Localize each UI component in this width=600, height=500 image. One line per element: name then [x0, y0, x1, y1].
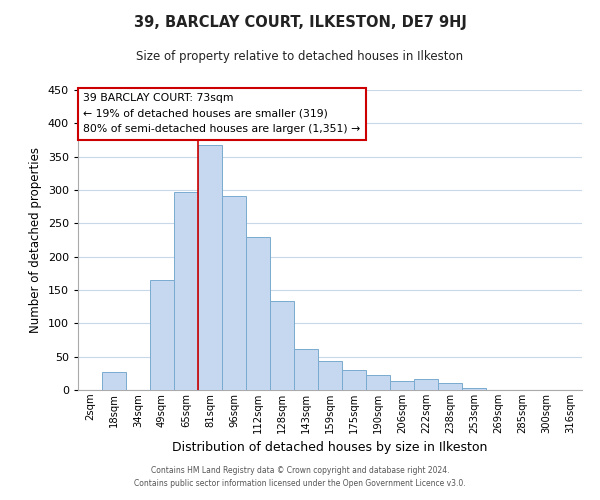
Text: 39 BARCLAY COURT: 73sqm
← 19% of detached houses are smaller (319)
80% of semi-d: 39 BARCLAY COURT: 73sqm ← 19% of detache… [83, 93, 360, 134]
Y-axis label: Number of detached properties: Number of detached properties [29, 147, 42, 333]
Text: Contains HM Land Registry data © Crown copyright and database right 2024.
Contai: Contains HM Land Registry data © Crown c… [134, 466, 466, 487]
Bar [150, 280, 174, 390]
Bar [342, 370, 366, 390]
Bar [366, 374, 390, 390]
Bar [246, 238, 270, 390]
Bar [438, 382, 462, 390]
Bar [102, 372, 126, 390]
X-axis label: Distribution of detached houses by size in Ilkeston: Distribution of detached houses by size … [172, 442, 488, 454]
Bar [414, 380, 438, 390]
Bar [198, 144, 222, 390]
Bar [390, 380, 414, 390]
Bar [318, 360, 342, 390]
Text: 39, BARCLAY COURT, ILKESTON, DE7 9HJ: 39, BARCLAY COURT, ILKESTON, DE7 9HJ [134, 15, 466, 30]
Bar [222, 196, 246, 390]
Text: Size of property relative to detached houses in Ilkeston: Size of property relative to detached ho… [136, 50, 464, 63]
Bar [462, 388, 486, 390]
Bar [294, 348, 318, 390]
Bar [174, 192, 198, 390]
Bar [270, 300, 294, 390]
